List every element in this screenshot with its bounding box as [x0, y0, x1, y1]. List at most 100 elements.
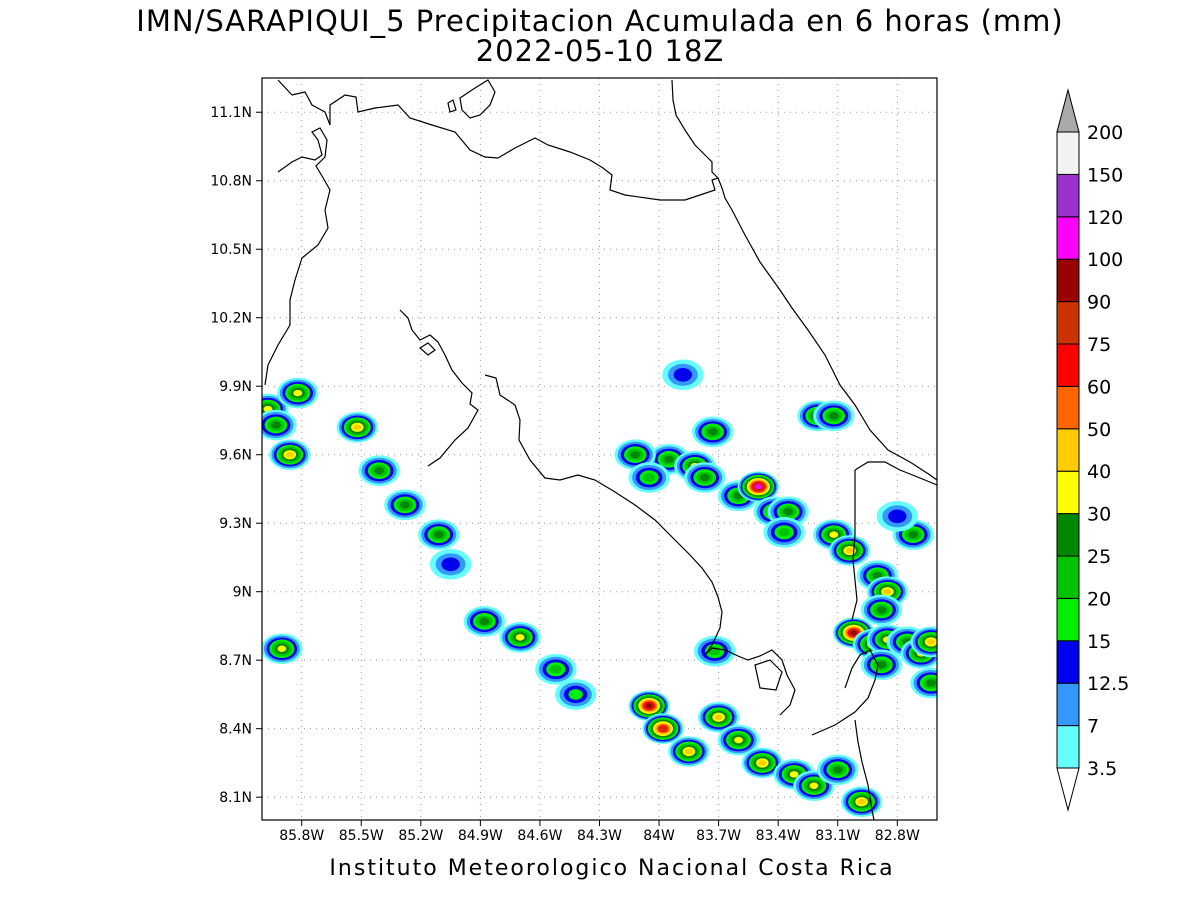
- lon-tick-label: 83.4W: [756, 828, 801, 844]
- legend-label: 120: [1087, 207, 1123, 229]
- precip-cell: [741, 747, 783, 779]
- lat-tick-label: 10.5N: [210, 242, 252, 258]
- precip-cell: [691, 416, 734, 448]
- precip-contour: [568, 689, 583, 700]
- lon-tick-label: 84.6W: [517, 828, 562, 844]
- precip-contour: [645, 703, 653, 709]
- precip-contour: [684, 748, 693, 755]
- precip-contour: [277, 645, 287, 652]
- lon-tick-label: 82.8W: [875, 828, 920, 844]
- precip-contour: [515, 634, 525, 641]
- legend-swatch: [1056, 597, 1080, 642]
- precip-cell: [767, 496, 809, 528]
- precip-cell: [910, 626, 937, 658]
- precip-cell: [269, 439, 311, 471]
- precip-contour: [829, 531, 839, 538]
- legend-swatch: [1056, 258, 1080, 303]
- precip-cell: [358, 455, 400, 486]
- legend-label: 60: [1087, 376, 1111, 398]
- precip-cell: [262, 409, 297, 441]
- precip-contour: [908, 530, 919, 539]
- precip-cell: [262, 633, 303, 665]
- latitude-axis: 8.1N 8.4N 8.7N 9N 9.3N 9.6N 9.9N 10.2N 10.5N 10.8…: [210, 105, 262, 806]
- precip-contour: [659, 726, 667, 732]
- footer-credit: Instituto Meteorologico Nacional Costa R…: [329, 856, 895, 881]
- precip-contour: [845, 547, 854, 554]
- precip-contour: [926, 679, 937, 687]
- precip-contour: [285, 451, 294, 458]
- lon-tick-label: 85.8W: [279, 828, 324, 844]
- precip-contour: [699, 473, 710, 482]
- legend-swatch: [1056, 131, 1080, 175]
- precip-contour: [876, 606, 887, 614]
- color-legend: 3.5 7 12.5 15 20 25 30 40 50 60 75 90 100 120 150 200: [1056, 88, 1129, 812]
- precip-contour: [758, 760, 767, 766]
- legend-swatch: [1056, 555, 1080, 599]
- precip-cell: [773, 759, 815, 790]
- lon-tick-label: 84.3W: [577, 828, 622, 844]
- precip-cell: [429, 548, 472, 580]
- precip-cell: [693, 635, 736, 667]
- lat-tick-label: 8.1N: [219, 790, 252, 806]
- precip-cell: [668, 736, 710, 767]
- legend-label: 20: [1087, 588, 1111, 610]
- legend-label: 7: [1087, 716, 1099, 738]
- precip-contour: [643, 473, 656, 482]
- precip-contour: [888, 509, 907, 524]
- legend-label: 150: [1087, 164, 1123, 186]
- precip-contour: [441, 557, 460, 572]
- precip-contour: [809, 782, 819, 789]
- precip-contour: [754, 484, 762, 490]
- lat-tick-label: 8.7N: [219, 653, 252, 669]
- lat-tick-label: 9.9N: [219, 379, 252, 395]
- precip-cell: [876, 501, 918, 532]
- precip-cell: [817, 754, 859, 786]
- precip-contour: [374, 466, 385, 475]
- precip-cell: [828, 535, 871, 566]
- precip-cell: [813, 400, 855, 432]
- precip-contour: [714, 714, 723, 721]
- lat-tick-label: 9.3N: [219, 516, 252, 532]
- lat-tick-label: 9.6N: [219, 448, 252, 464]
- legend-swatch: [1056, 173, 1080, 218]
- precipitation-field: [262, 359, 937, 818]
- legend-label: 25: [1087, 546, 1111, 568]
- precip-contour: [630, 450, 641, 459]
- precip-contour: [663, 455, 675, 463]
- lat-tick-label: 10.8N: [210, 174, 252, 190]
- precip-contour: [850, 630, 858, 636]
- legend-label: 15: [1087, 631, 1111, 653]
- precip-cell: [840, 786, 883, 818]
- precip-contour: [883, 588, 892, 595]
- lon-tick-label: 85.2W: [398, 828, 443, 844]
- precip-contour: [857, 798, 866, 805]
- legend-label: 75: [1087, 334, 1111, 356]
- precip-contour: [479, 617, 490, 626]
- map-subtitle-datetime: 2022-05-10 18Z: [475, 34, 725, 68]
- legend-label: 200: [1087, 122, 1123, 144]
- precip-cell: [384, 489, 426, 521]
- precip-contour: [876, 661, 887, 669]
- precip-cell: [277, 377, 319, 409]
- legend-swatch: [1056, 725, 1080, 769]
- precip-contour: [828, 412, 839, 420]
- legend-swatch: [1056, 428, 1080, 472]
- precip-contour: [270, 421, 281, 429]
- lon-tick-label: 83.1W: [815, 828, 860, 844]
- precip-contour: [549, 664, 562, 674]
- precip-cell: [642, 713, 684, 744]
- legend-swatch: [1056, 343, 1080, 387]
- precip-cell: [763, 517, 805, 548]
- precip-contour: [353, 424, 362, 431]
- lat-tick-label: 8.4N: [219, 722, 252, 738]
- precip-cell: [860, 594, 903, 626]
- longitude-axis: 85.8W 85.5W 85.2W 84.9W 84.6W 84.3W 84W 83.7W 83…: [279, 820, 920, 844]
- precip-cell: [463, 606, 506, 637]
- coastlines-borders: [264, 79, 937, 820]
- precip-contour: [927, 639, 935, 645]
- precip-contour: [399, 501, 410, 509]
- legend-swatch: [1056, 470, 1080, 515]
- lat-tick-label: 10.2N: [210, 311, 252, 327]
- map-title: IMN/SARAPIQUI_5 Precipitacion Acumulada …: [136, 4, 1064, 38]
